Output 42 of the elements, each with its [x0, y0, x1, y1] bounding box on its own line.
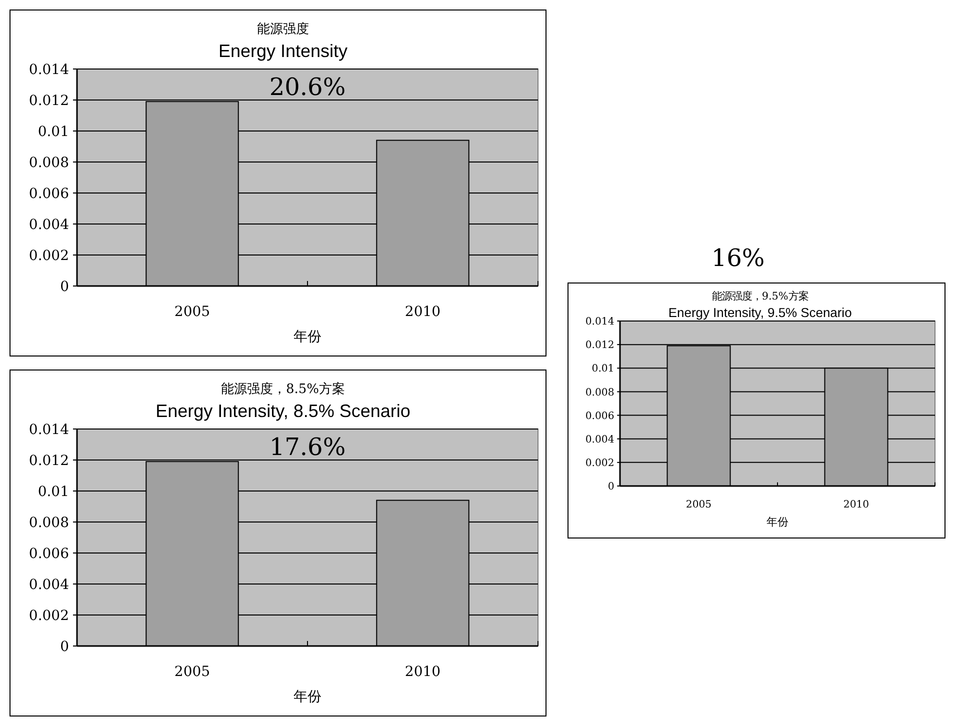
y-tick-label: 0.01	[38, 484, 69, 500]
chart-title: 能源强度	[257, 21, 309, 37]
chart-subtitle: Energy Intensity, 9.5% Scenario	[668, 304, 852, 320]
annotation: 17.6%	[269, 433, 346, 461]
y-tick-label: 0.008	[28, 155, 69, 171]
y-tick-label: 0.002	[28, 248, 69, 264]
x-axis-title: 年份	[294, 689, 322, 705]
y-tick-label: 0.002	[28, 608, 69, 624]
chart-subtitle: Energy Intensity	[218, 41, 348, 61]
y-tick-label: 0	[608, 482, 614, 493]
x-axis-title: 年份	[766, 516, 788, 529]
chart-title: 能源强度，9.5%方案	[712, 290, 808, 303]
annotation: 20.6%	[269, 73, 346, 101]
y-tick-label: 0.002	[585, 458, 614, 470]
y-tick-label: 0.012	[28, 93, 69, 109]
x-tick-label: 2005	[174, 664, 210, 680]
y-tick-label: 0.012	[585, 340, 614, 352]
x-tick-label: 2005	[686, 500, 712, 511]
y-tick-label: 0.014	[585, 316, 614, 328]
y-tick-label: 0.014	[28, 62, 70, 78]
chart-subtitle: Energy Intensity, 8.5% Scenario	[156, 401, 410, 421]
y-tick-label: 0.006	[585, 410, 614, 422]
y-tick-label: 0.008	[585, 387, 614, 398]
y-tick-label: 0.006	[28, 546, 70, 562]
text: 16%	[711, 244, 765, 272]
y-tick-label: 0.004	[28, 577, 70, 593]
y-tick-label: 0	[60, 639, 69, 655]
y-tick-label: 0.006	[28, 186, 70, 202]
y-tick-label: 0.004	[585, 434, 614, 446]
y-tick-label: 0.014	[28, 422, 70, 438]
chart-title: 能源强度，8.5%方案	[220, 381, 346, 397]
x-tick-label: 2010	[843, 500, 870, 511]
y-tick-label: 0.012	[28, 453, 69, 469]
x-axis-title: 年份	[294, 329, 322, 345]
x-tick-label: 2010	[404, 664, 441, 680]
y-tick-label: 0.008	[28, 515, 69, 531]
x-tick-label: 2010	[404, 304, 441, 320]
y-tick-label: 0.004	[28, 217, 70, 233]
y-tick-label: 0.01	[38, 124, 69, 140]
x-tick-label: 2005	[174, 304, 210, 320]
y-tick-label: 0.01	[592, 364, 614, 375]
y-tick-label: 0	[60, 279, 69, 295]
